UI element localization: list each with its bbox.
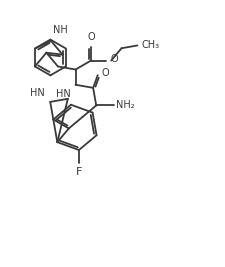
Text: F: F (76, 167, 82, 176)
Text: HN: HN (29, 88, 44, 98)
Text: CH₃: CH₃ (141, 40, 160, 50)
Text: O: O (102, 68, 109, 78)
Text: O: O (110, 54, 118, 64)
Text: NH: NH (53, 25, 68, 35)
Text: O: O (87, 32, 95, 42)
Text: NH₂: NH₂ (116, 100, 135, 111)
Text: HN: HN (56, 89, 71, 99)
